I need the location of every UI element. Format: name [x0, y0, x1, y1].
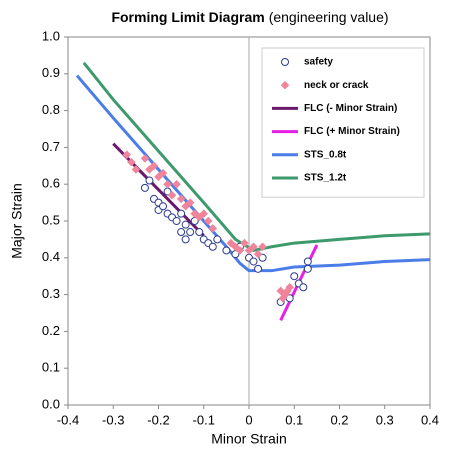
legend-label: FLC (- Minor Strain): [304, 103, 397, 114]
y-tick-label: 0.0: [42, 396, 60, 411]
x-tick-label: 0.2: [330, 412, 348, 427]
title-note: (engineering value): [269, 9, 389, 25]
y-tick-label: 1.0: [42, 28, 60, 43]
x-tick-label: 0.3: [376, 412, 394, 427]
y-tick-label: 0.4: [42, 249, 60, 264]
chart-title: Forming Limit Diagram (engineering value): [111, 9, 388, 25]
legend-label: safety: [304, 57, 333, 68]
y-tick-label: 0.2: [42, 323, 60, 338]
circle-marker: [258, 253, 267, 262]
title-main: Forming Limit Diagram: [111, 9, 264, 25]
x-tick-label: -0.2: [147, 412, 169, 427]
diamond-marker: [140, 154, 150, 163]
x-tick-label: 0: [245, 412, 252, 427]
diamond-marker: [203, 216, 213, 226]
y-tick-label: 0.3: [42, 286, 60, 301]
diamond-marker: [253, 249, 263, 259]
x-tick-label: 0.4: [421, 412, 439, 427]
diamond-marker: [172, 179, 181, 189]
y-tick-label: 0.5: [42, 212, 60, 227]
diamond-marker: [240, 238, 249, 248]
x-tick-label: 0.1: [285, 412, 303, 427]
series-line: [75, 74, 431, 273]
legend-swatch: [281, 58, 289, 66]
circle-marker: [172, 217, 181, 225]
legend-label: STS_1.2t: [304, 173, 347, 184]
diamond-marker: [208, 224, 218, 233]
series-line: [112, 142, 205, 237]
x-axis-label: Minor Strain: [211, 431, 286, 447]
diamond-marker: [158, 168, 168, 178]
circle-marker: [290, 272, 299, 281]
y-axis-label: Major Strain: [9, 183, 25, 258]
circle-marker: [303, 264, 312, 273]
circle-marker: [208, 242, 217, 251]
legend-label: neck or crack: [304, 80, 369, 91]
y-tick-label: 0.9: [42, 65, 60, 80]
circle-marker: [249, 257, 258, 266]
diamond-marker: [122, 150, 132, 160]
y-tick-label: 0.8: [42, 102, 60, 117]
x-tick-label: -0.1: [193, 412, 215, 427]
legend-swatch: [280, 80, 290, 90]
diamond-marker: [131, 165, 141, 174]
x-tick-label: -0.4: [57, 412, 79, 427]
circle-marker: [186, 228, 195, 237]
y-tick-label: 0.6: [42, 176, 60, 191]
diamond-marker: [283, 286, 292, 296]
diamond-marker: [176, 194, 186, 204]
legend-box: [261, 47, 425, 198]
x-tick-label: -0.3: [102, 412, 124, 427]
circle-marker: [222, 246, 231, 255]
circle-marker: [254, 264, 263, 273]
diamond-marker: [185, 198, 195, 207]
legend-label: STS_0.8t: [304, 149, 347, 160]
diamond-marker: [235, 246, 245, 255]
circle-marker: [177, 209, 186, 218]
circle-marker: [181, 220, 190, 229]
diamond-marker: [258, 242, 267, 252]
circle-marker: [177, 228, 186, 237]
legend-label: FLC (+ Minor Strain): [304, 126, 400, 137]
circle-marker: [140, 183, 149, 192]
y-tick-label: 0.1: [42, 360, 60, 375]
diamond-marker: [126, 157, 136, 167]
diamond-marker: [149, 161, 159, 171]
circle-marker: [303, 257, 312, 266]
circle-marker: [145, 176, 154, 185]
circle-marker: [159, 202, 168, 211]
diamond-marker: [163, 179, 172, 189]
diamond-marker: [278, 293, 288, 303]
circle-marker: [213, 235, 222, 244]
circle-marker: [195, 228, 204, 237]
diamond-marker: [167, 190, 177, 200]
y-tick-label: 0.7: [42, 139, 60, 154]
circle-marker: [181, 235, 190, 244]
diamond-marker: [249, 242, 258, 252]
circle-marker: [299, 283, 308, 292]
diamond-marker: [199, 209, 209, 218]
